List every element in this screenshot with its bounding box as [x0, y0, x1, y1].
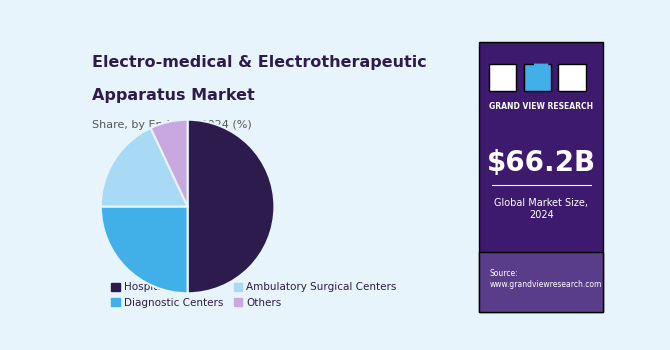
- Text: Source:
www.grandviewresearch.com: Source: www.grandviewresearch.com: [489, 270, 602, 289]
- FancyBboxPatch shape: [524, 64, 551, 91]
- Wedge shape: [100, 206, 188, 293]
- Wedge shape: [151, 120, 188, 206]
- Polygon shape: [534, 64, 549, 91]
- FancyBboxPatch shape: [479, 252, 603, 312]
- Wedge shape: [188, 120, 275, 293]
- FancyBboxPatch shape: [489, 64, 517, 91]
- FancyBboxPatch shape: [479, 42, 603, 312]
- Legend: Hospitals, Diagnostic Centers, Ambulatory Surgical Centers, Others: Hospitals, Diagnostic Centers, Ambulator…: [107, 278, 401, 312]
- Wedge shape: [100, 128, 188, 206]
- Text: Global Market Size,
2024: Global Market Size, 2024: [494, 198, 588, 220]
- Text: Share, by End-use, 2024 (%): Share, by End-use, 2024 (%): [92, 120, 251, 130]
- Text: Electro-medical & Electrotherapeutic: Electro-medical & Electrotherapeutic: [92, 56, 426, 70]
- Text: GRAND VIEW RESEARCH: GRAND VIEW RESEARCH: [489, 102, 593, 111]
- Text: $66.2B: $66.2B: [486, 149, 596, 177]
- Text: Apparatus Market: Apparatus Market: [92, 88, 255, 103]
- FancyBboxPatch shape: [559, 64, 586, 91]
